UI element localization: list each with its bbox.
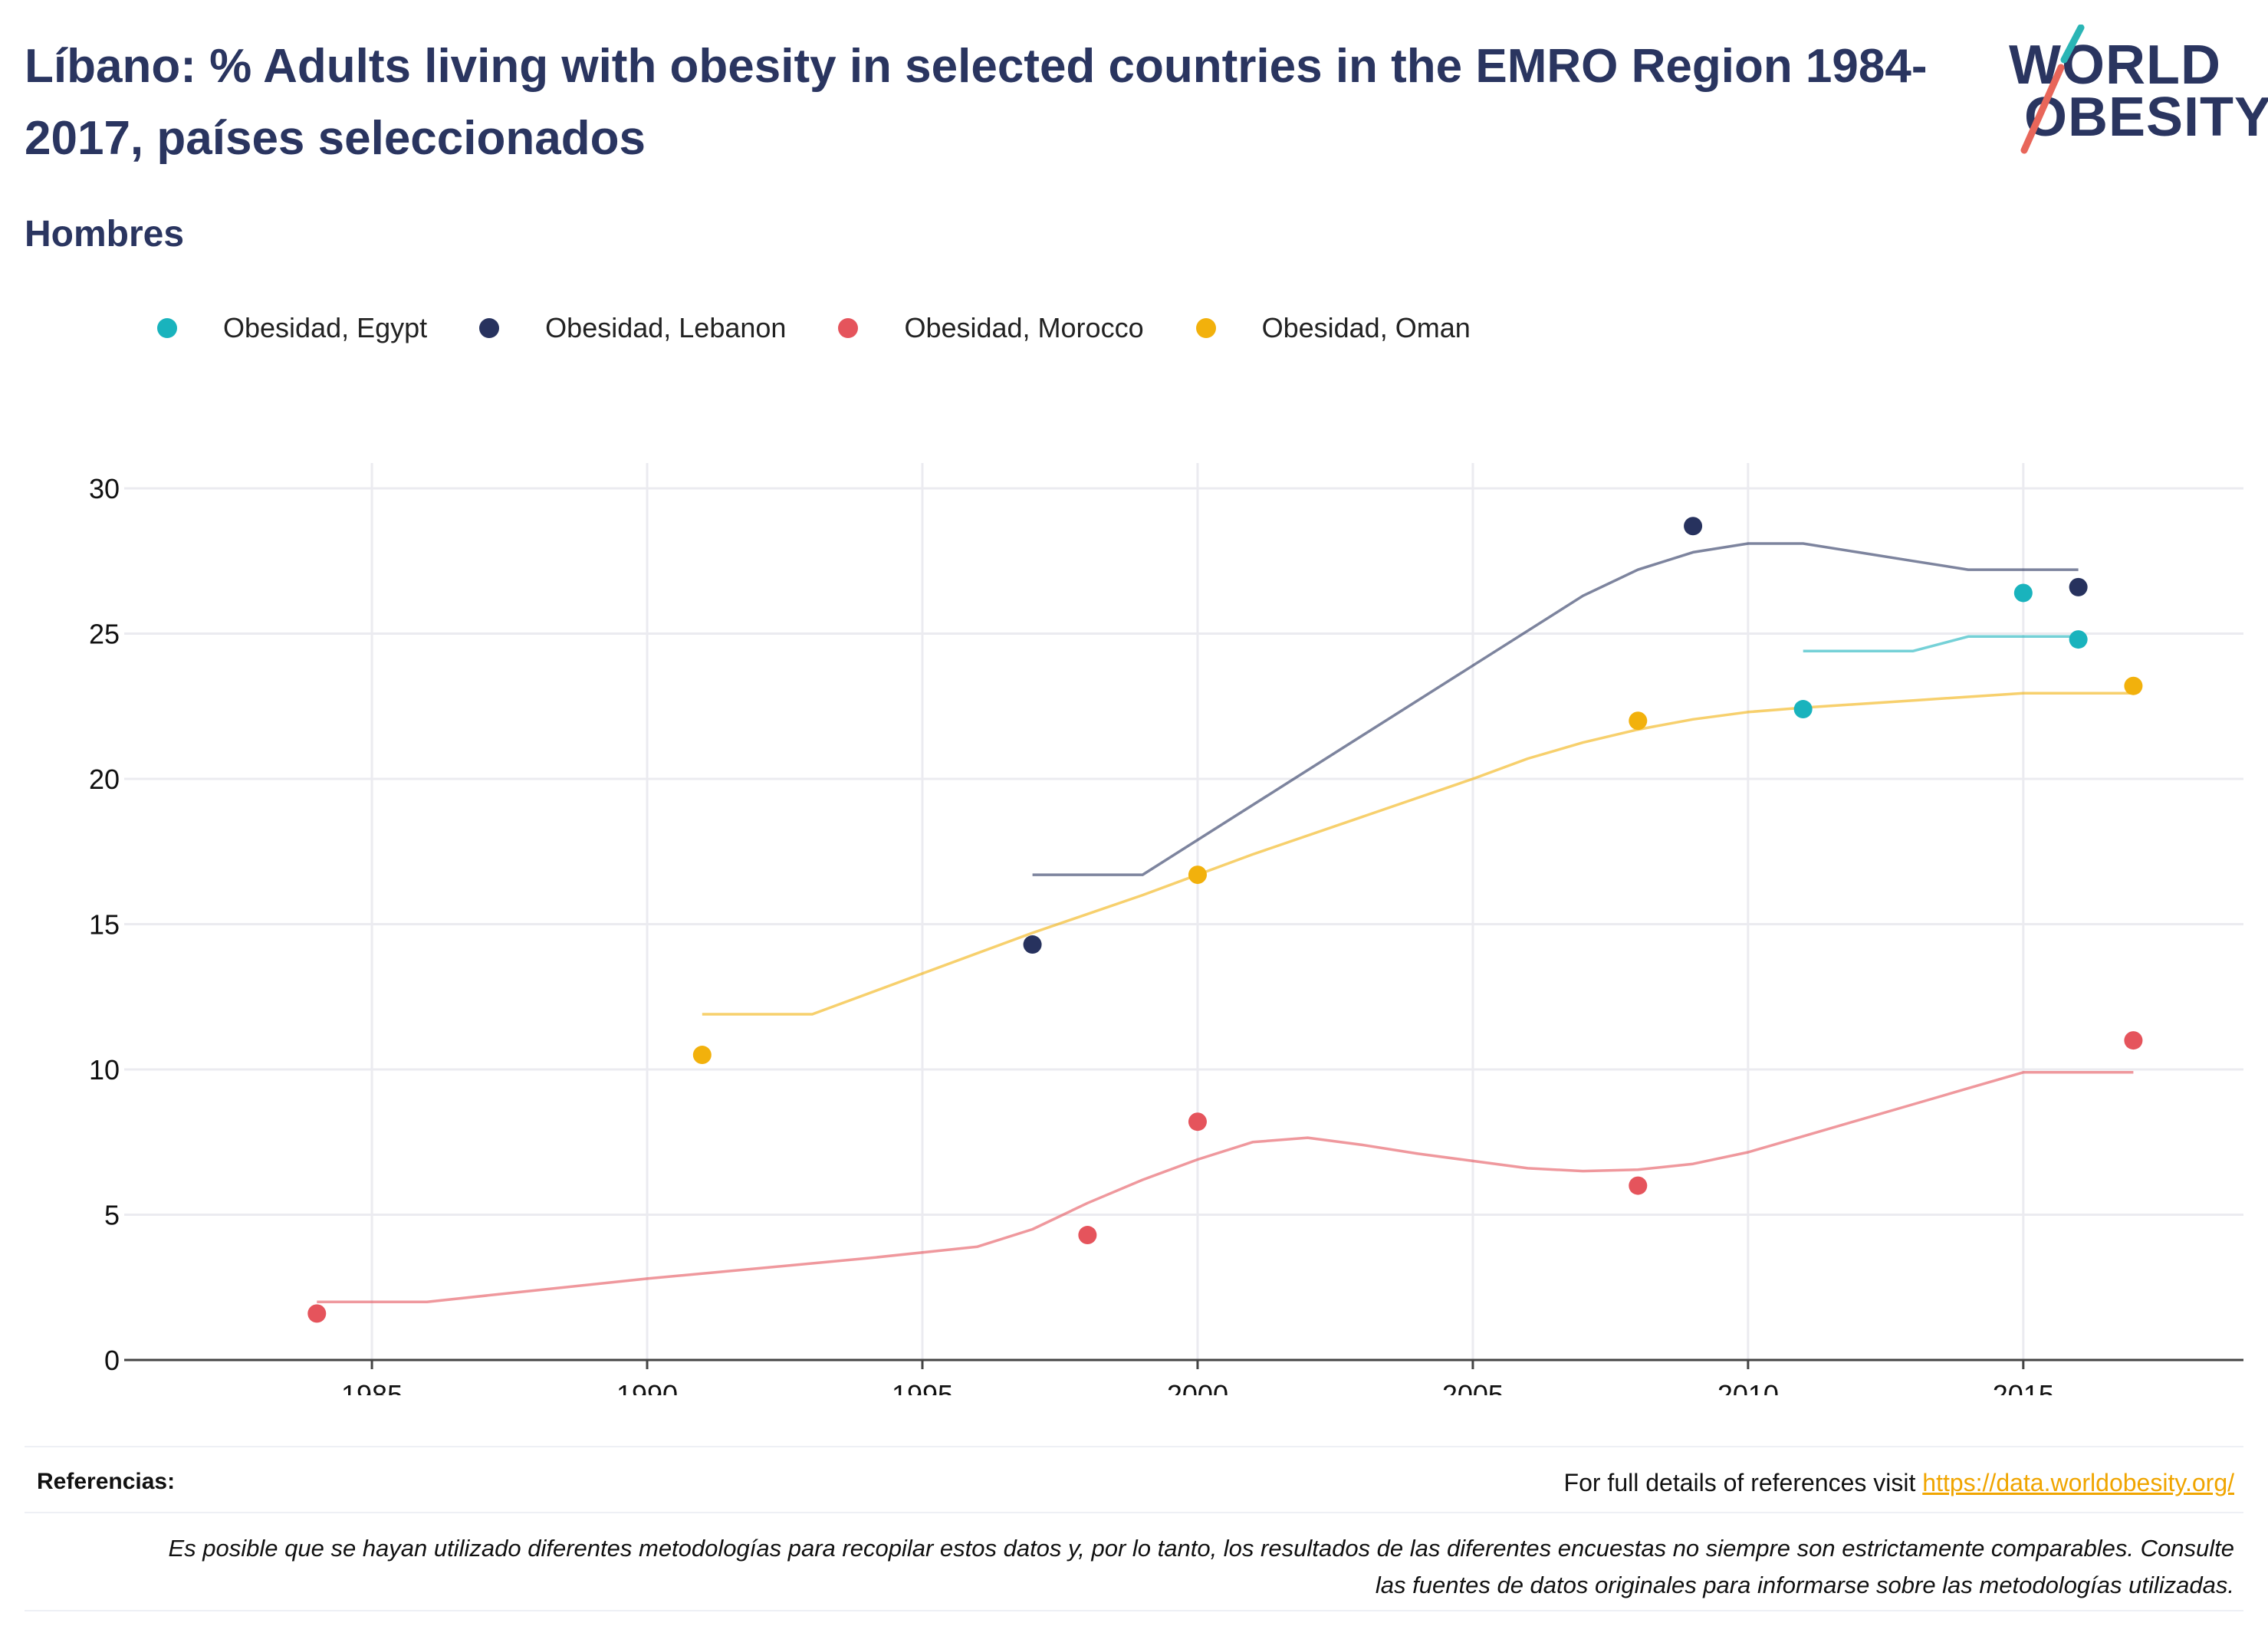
data-point-egypt-2015: [2013, 583, 2033, 603]
data-point-morocco-2000: [1188, 1112, 1207, 1132]
references-text: For full details of references visit: [1563, 1469, 1916, 1496]
y-tick-label-15: 15: [89, 909, 120, 941]
legend-label-lebanon: Obesidad, Lebanon: [545, 312, 787, 343]
y-tick-label-25: 25: [89, 619, 120, 650]
data-point-morocco-2008: [1629, 1176, 1648, 1195]
legend-label-egypt: Obesidad, Egypt: [223, 312, 428, 343]
footer-divider-bottom: [25, 1610, 2243, 1611]
data-point-lebanon-2009: [1684, 517, 1703, 536]
y-tick-label-10: 10: [89, 1054, 120, 1086]
logo-slash-icon: [2020, 25, 2085, 154]
chart-subtitle: Hombres: [25, 214, 185, 255]
data-point-egypt-2016: [2069, 630, 2088, 649]
methodology-note: Es posible que se hayan utilizado difere…: [168, 1535, 2234, 1598]
data-point-morocco-2017: [2124, 1031, 2143, 1050]
data-point-egypt-2011: [1793, 700, 1813, 719]
x-tick-label-1990: 1990: [616, 1379, 678, 1395]
data-point-morocco-1998: [1078, 1226, 1097, 1245]
trend-line-egypt: [1803, 635, 2079, 652]
x-tick-label-2010: 2010: [1717, 1379, 1779, 1395]
data-point-oman-2008: [1629, 711, 1648, 731]
footer-divider-middle: [25, 1512, 2243, 1513]
data-point-oman-1991: [692, 1046, 712, 1065]
chart-plot-area: 1985 1990 1995 2000 2005 2010 2015 0 5 10 15 20 25 30: [89, 463, 2243, 1395]
legend-marker-lebanon: [479, 318, 500, 338]
y-tick-label-0: 0: [104, 1345, 120, 1376]
data-point-lebanon-2016: [2069, 577, 2088, 596]
legend-label-oman: Obesidad, Oman: [1261, 312, 1471, 343]
logo-line-2: OBESITY: [2024, 87, 2268, 148]
chart-title: Líbano: % Adults living with obesity in …: [25, 40, 1928, 165]
references-label: Referencias:: [37, 1469, 176, 1494]
logo-line-1: WORLD: [2009, 34, 2221, 96]
x-tick-label-2000: 2000: [1167, 1379, 1228, 1395]
y-tick-label-20: 20: [89, 764, 120, 795]
world-obesity-logo: WORLD OBESITY: [1994, 25, 2268, 163]
x-tick-label-1985: 1985: [341, 1379, 403, 1395]
legend-item-oman[interactable]: Obesidad, Oman: [1195, 312, 1471, 344]
y-tick-label-30: 30: [89, 473, 120, 504]
legend-label-morocco: Obesidad, Morocco: [904, 312, 1144, 343]
data-point-oman-2017: [2124, 676, 2143, 695]
trend-line-oman: [702, 691, 2134, 1016]
trend-line-lebanon: [1032, 542, 2079, 876]
data-point-morocco-1984: [307, 1304, 327, 1323]
legend-marker-oman: [1195, 318, 1216, 338]
chart-legend: Obesidad, Egypt Obesidad, Lebanon Obesid…: [157, 307, 1523, 350]
data-point-oman-2000: [1188, 866, 1207, 885]
x-tick-label-2015: 2015: [1993, 1379, 2054, 1395]
x-tick-label-1995: 1995: [892, 1379, 953, 1395]
legend-item-lebanon[interactable]: Obesidad, Lebanon: [479, 312, 786, 344]
legend-item-egypt[interactable]: Obesidad, Egypt: [157, 312, 427, 344]
data-point-lebanon-1997: [1023, 935, 1042, 954]
legend-item-morocco[interactable]: Obesidad, Morocco: [838, 312, 1144, 344]
legend-marker-morocco: [838, 318, 859, 338]
references-text-wrap: For full details of references visit htt…: [1564, 1469, 2234, 1497]
legend-marker-egypt: [157, 318, 177, 338]
references-link[interactable]: https://data.worldobesity.org/: [1922, 1469, 2234, 1496]
y-tick-label-5: 5: [104, 1200, 120, 1231]
x-tick-label-2005: 2005: [1442, 1379, 1504, 1395]
footer-divider-top: [25, 1446, 2243, 1447]
trend-line-morocco: [317, 1071, 2134, 1303]
